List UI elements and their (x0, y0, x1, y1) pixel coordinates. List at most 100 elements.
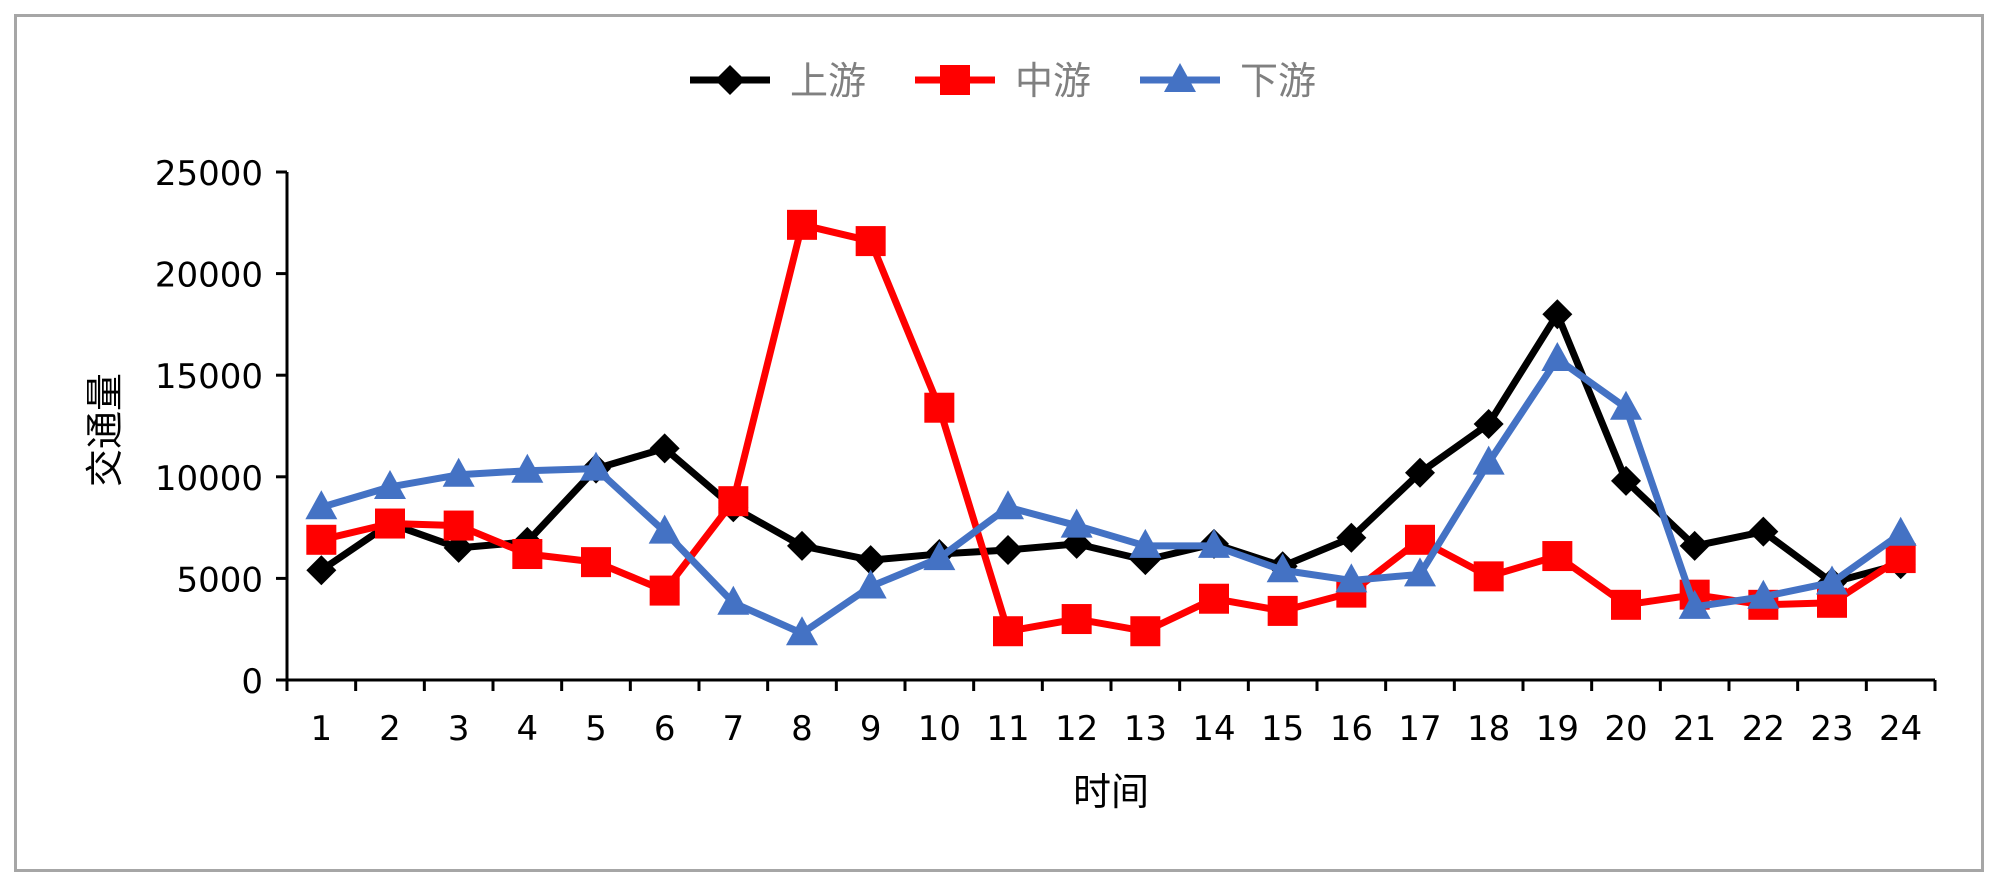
legend-item: 中游 (915, 59, 1091, 103)
y-tick-label: 10000 (155, 459, 263, 499)
x-axis-ticks: 1 2 3 4 5 6 7 8 9 10 11 12 13 14 15 16 17 18 19 20 21 22 23 24 (285, 680, 1937, 749)
data-point (787, 530, 817, 561)
data-point (1885, 543, 1916, 574)
data-point (718, 486, 749, 517)
x-tick-label: 6 (654, 709, 676, 749)
data-point (924, 392, 955, 423)
x-tick-label: 22 (1742, 709, 1785, 749)
x-tick-label: 4 (517, 709, 539, 749)
legend-marker (940, 65, 970, 95)
data-point (443, 510, 474, 541)
data-point (993, 616, 1023, 647)
legend-marker (1164, 63, 1196, 92)
series-2 (306, 209, 1916, 647)
legend-label: 下游 (1240, 59, 1316, 103)
x-tick-label: 23 (1810, 709, 1853, 749)
data-point (648, 514, 681, 544)
data-point (1405, 457, 1435, 488)
data-point (1679, 530, 1710, 561)
data-point (1472, 445, 1505, 475)
y-tick-label: 20000 (155, 256, 263, 296)
data-point (717, 585, 750, 615)
x-tick-label: 19 (1536, 709, 1579, 749)
data-point (1266, 553, 1299, 583)
data-point (1129, 528, 1162, 558)
data-point (1130, 616, 1161, 647)
series-layer (305, 209, 1917, 647)
data-point (1748, 516, 1779, 547)
data-point (1611, 465, 1641, 496)
data-point (1336, 522, 1367, 553)
data-point (1473, 408, 1504, 439)
data-point (855, 545, 886, 576)
data-point (1542, 541, 1573, 572)
data-point (786, 616, 818, 646)
x-tick-label: 18 (1467, 709, 1510, 749)
x-tick-label: 3 (448, 709, 470, 749)
x-tick-label: 8 (791, 709, 813, 749)
x-tick-label: 14 (1192, 709, 1235, 749)
data-point (1610, 390, 1642, 420)
x-tick-label: 2 (379, 709, 401, 749)
y-tick-label: 25000 (155, 154, 263, 194)
data-point (306, 555, 337, 586)
data-point (854, 569, 887, 599)
x-tick-label: 13 (1124, 709, 1167, 749)
x-tick-label: 10 (918, 709, 961, 749)
data-point (1747, 579, 1780, 609)
x-tick-label: 9 (860, 709, 882, 749)
legend-marker (715, 65, 745, 95)
data-point (1061, 604, 1092, 635)
x-tick-label: 12 (1055, 709, 1098, 749)
data-point (512, 539, 543, 570)
series-3 (305, 341, 1917, 646)
x-tick-label: 17 (1398, 709, 1441, 749)
data-point (375, 508, 405, 539)
data-point (1611, 589, 1641, 620)
data-point (511, 453, 544, 483)
data-point (1199, 583, 1229, 614)
y-tick-label: 5000 (176, 560, 263, 600)
series-line (319, 310, 1902, 586)
y-axis-ticks: 0 5000 10000 15000 20000 25000 (155, 154, 287, 702)
y-tick-label: 0 (241, 662, 263, 702)
data-point (1060, 508, 1093, 538)
data-point (923, 541, 956, 571)
x-axis-title: 时间 (1073, 770, 1149, 814)
data-point (1405, 524, 1435, 555)
data-point (855, 226, 886, 257)
data-point (649, 575, 680, 606)
x-tick-label: 11 (986, 709, 1029, 749)
x-tick-label: 21 (1673, 709, 1716, 749)
legend-label: 上游 (790, 59, 866, 103)
x-tick-label: 1 (311, 709, 333, 749)
data-point (374, 469, 406, 499)
x-tick-label: 5 (585, 709, 607, 749)
data-point (581, 547, 611, 578)
data-point (1816, 565, 1848, 595)
data-point (649, 433, 680, 464)
legend-label: 中游 (1015, 59, 1091, 103)
data-point (1678, 589, 1711, 619)
data-point (1473, 561, 1504, 592)
data-point (305, 490, 338, 520)
chart-frame (14, 14, 1984, 872)
y-axis-title: 交通量 (83, 373, 127, 487)
data-point (1541, 341, 1574, 371)
x-tick-label: 20 (1604, 709, 1647, 749)
x-tick-label: 7 (723, 709, 745, 749)
data-point (306, 524, 337, 555)
x-tick-label: 24 (1879, 709, 1922, 749)
data-point (442, 457, 475, 487)
series-line (320, 221, 1903, 635)
x-tick-label: 15 (1261, 709, 1304, 749)
data-point (787, 209, 817, 240)
y-tick-label: 15000 (155, 357, 263, 397)
legend: 上游 中游 下游 (690, 59, 1316, 103)
data-point (1198, 528, 1230, 558)
series-line (320, 355, 1903, 637)
data-point (580, 451, 612, 481)
legend-item: 上游 (690, 59, 866, 103)
legend-item: 下游 (1140, 59, 1316, 103)
